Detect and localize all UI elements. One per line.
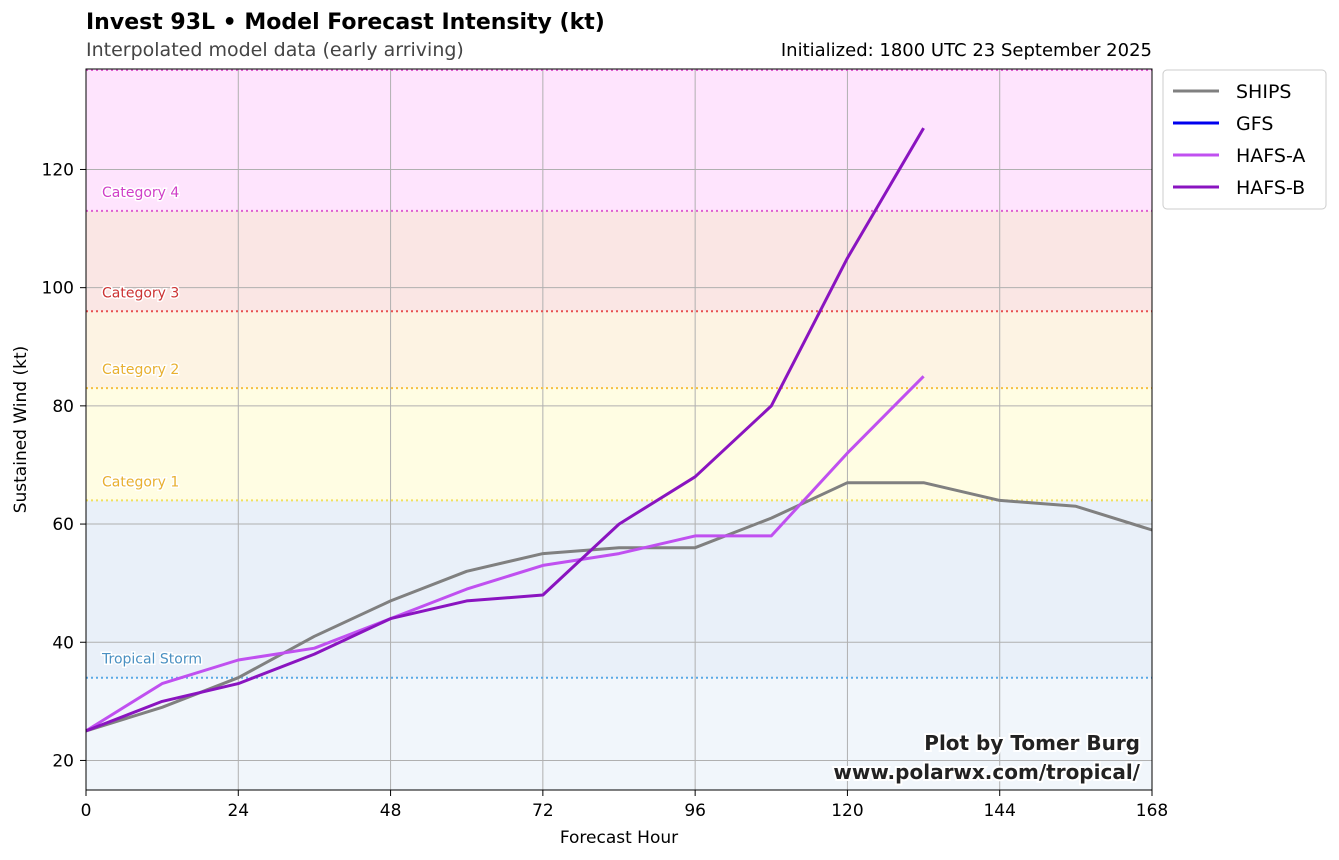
- x-tick-label: 168: [1136, 801, 1168, 821]
- series-lines: [85, 127, 1153, 733]
- y-tick-label: 100: [42, 279, 74, 299]
- y-tick-label: 120: [42, 160, 74, 180]
- band-category-2: [86, 311, 1152, 389]
- band-category-3: [86, 210, 1152, 312]
- category-label-category-2: Category 2: [102, 362, 179, 378]
- series-line-ships: [85, 481, 1153, 733]
- legend-label-hafs-b: HAFS-B: [1236, 177, 1305, 199]
- x-axis-label: Forecast Hour: [560, 828, 678, 848]
- band-tropical-storm: [86, 500, 1152, 678]
- y-tick-label: 80: [52, 397, 74, 417]
- x-tick-label: 24: [227, 801, 249, 821]
- credit-block: Plot by Tomer Burg www.polarwx.com/tropi…: [831, 729, 1142, 786]
- x-axis-ticks: 0 24 48 72 96 120 144 168: [81, 790, 1168, 821]
- band-category-1: [86, 388, 1152, 501]
- category-label-category-1: Category 1: [102, 474, 179, 490]
- category-bands: [86, 69, 1152, 790]
- initialized-time: Initialized: 1800 UTC 23 September 2025: [780, 40, 1152, 61]
- category-label-tropical-storm: Tropical Storm: [101, 652, 202, 668]
- category-labels: Tropical Storm Category 1 Category 2 Catego…: [100, 183, 204, 669]
- y-axis-ticks: 20 40 60 80 100 120: [42, 160, 86, 771]
- band-depression: [86, 677, 1152, 790]
- x-tick-label: 120: [831, 801, 863, 821]
- legend-box: [1162, 69, 1327, 210]
- chart-title: Invest 93L • Model Forecast Intensity (k…: [86, 10, 605, 35]
- band-category-4: [86, 69, 1152, 211]
- x-tick-label: 48: [380, 801, 402, 821]
- legend-label-gfs: GFS: [1236, 113, 1273, 135]
- category-label-category-4: Category 4: [102, 185, 179, 201]
- y-tick-label: 60: [52, 515, 74, 535]
- series-line-hafs-b: [85, 127, 925, 733]
- plot-frame: [85, 68, 1153, 791]
- category-label-category-3: Category 3: [102, 285, 179, 301]
- credit-url: www.polarwx.com/tropical/: [833, 760, 1140, 784]
- x-tick-label: 0: [81, 801, 92, 821]
- y-tick-label: 40: [52, 633, 74, 653]
- legend-label-hafs-a: HAFS-A: [1236, 145, 1305, 167]
- legend: SHIPS GFS HAFS-A HAFS-B: [1162, 69, 1327, 210]
- y-tick-label: 20: [52, 751, 74, 771]
- y-axis-label: Sustained Wind (kt): [11, 346, 31, 514]
- legend-label-ships: SHIPS: [1236, 81, 1291, 103]
- x-tick-label: 144: [983, 801, 1015, 821]
- credit-author: Plot by Tomer Burg: [924, 731, 1140, 755]
- x-tick-label: 72: [532, 801, 554, 821]
- x-tick-label: 96: [684, 801, 706, 821]
- series-line-hafs-a: [85, 375, 925, 733]
- chart-subtitle: Interpolated model data (early arriving): [86, 39, 464, 61]
